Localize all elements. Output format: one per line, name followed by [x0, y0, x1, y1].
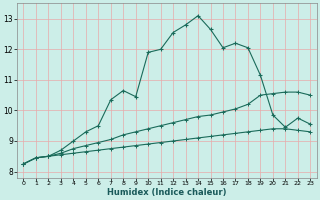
X-axis label: Humidex (Indice chaleur): Humidex (Indice chaleur) [107, 188, 227, 197]
